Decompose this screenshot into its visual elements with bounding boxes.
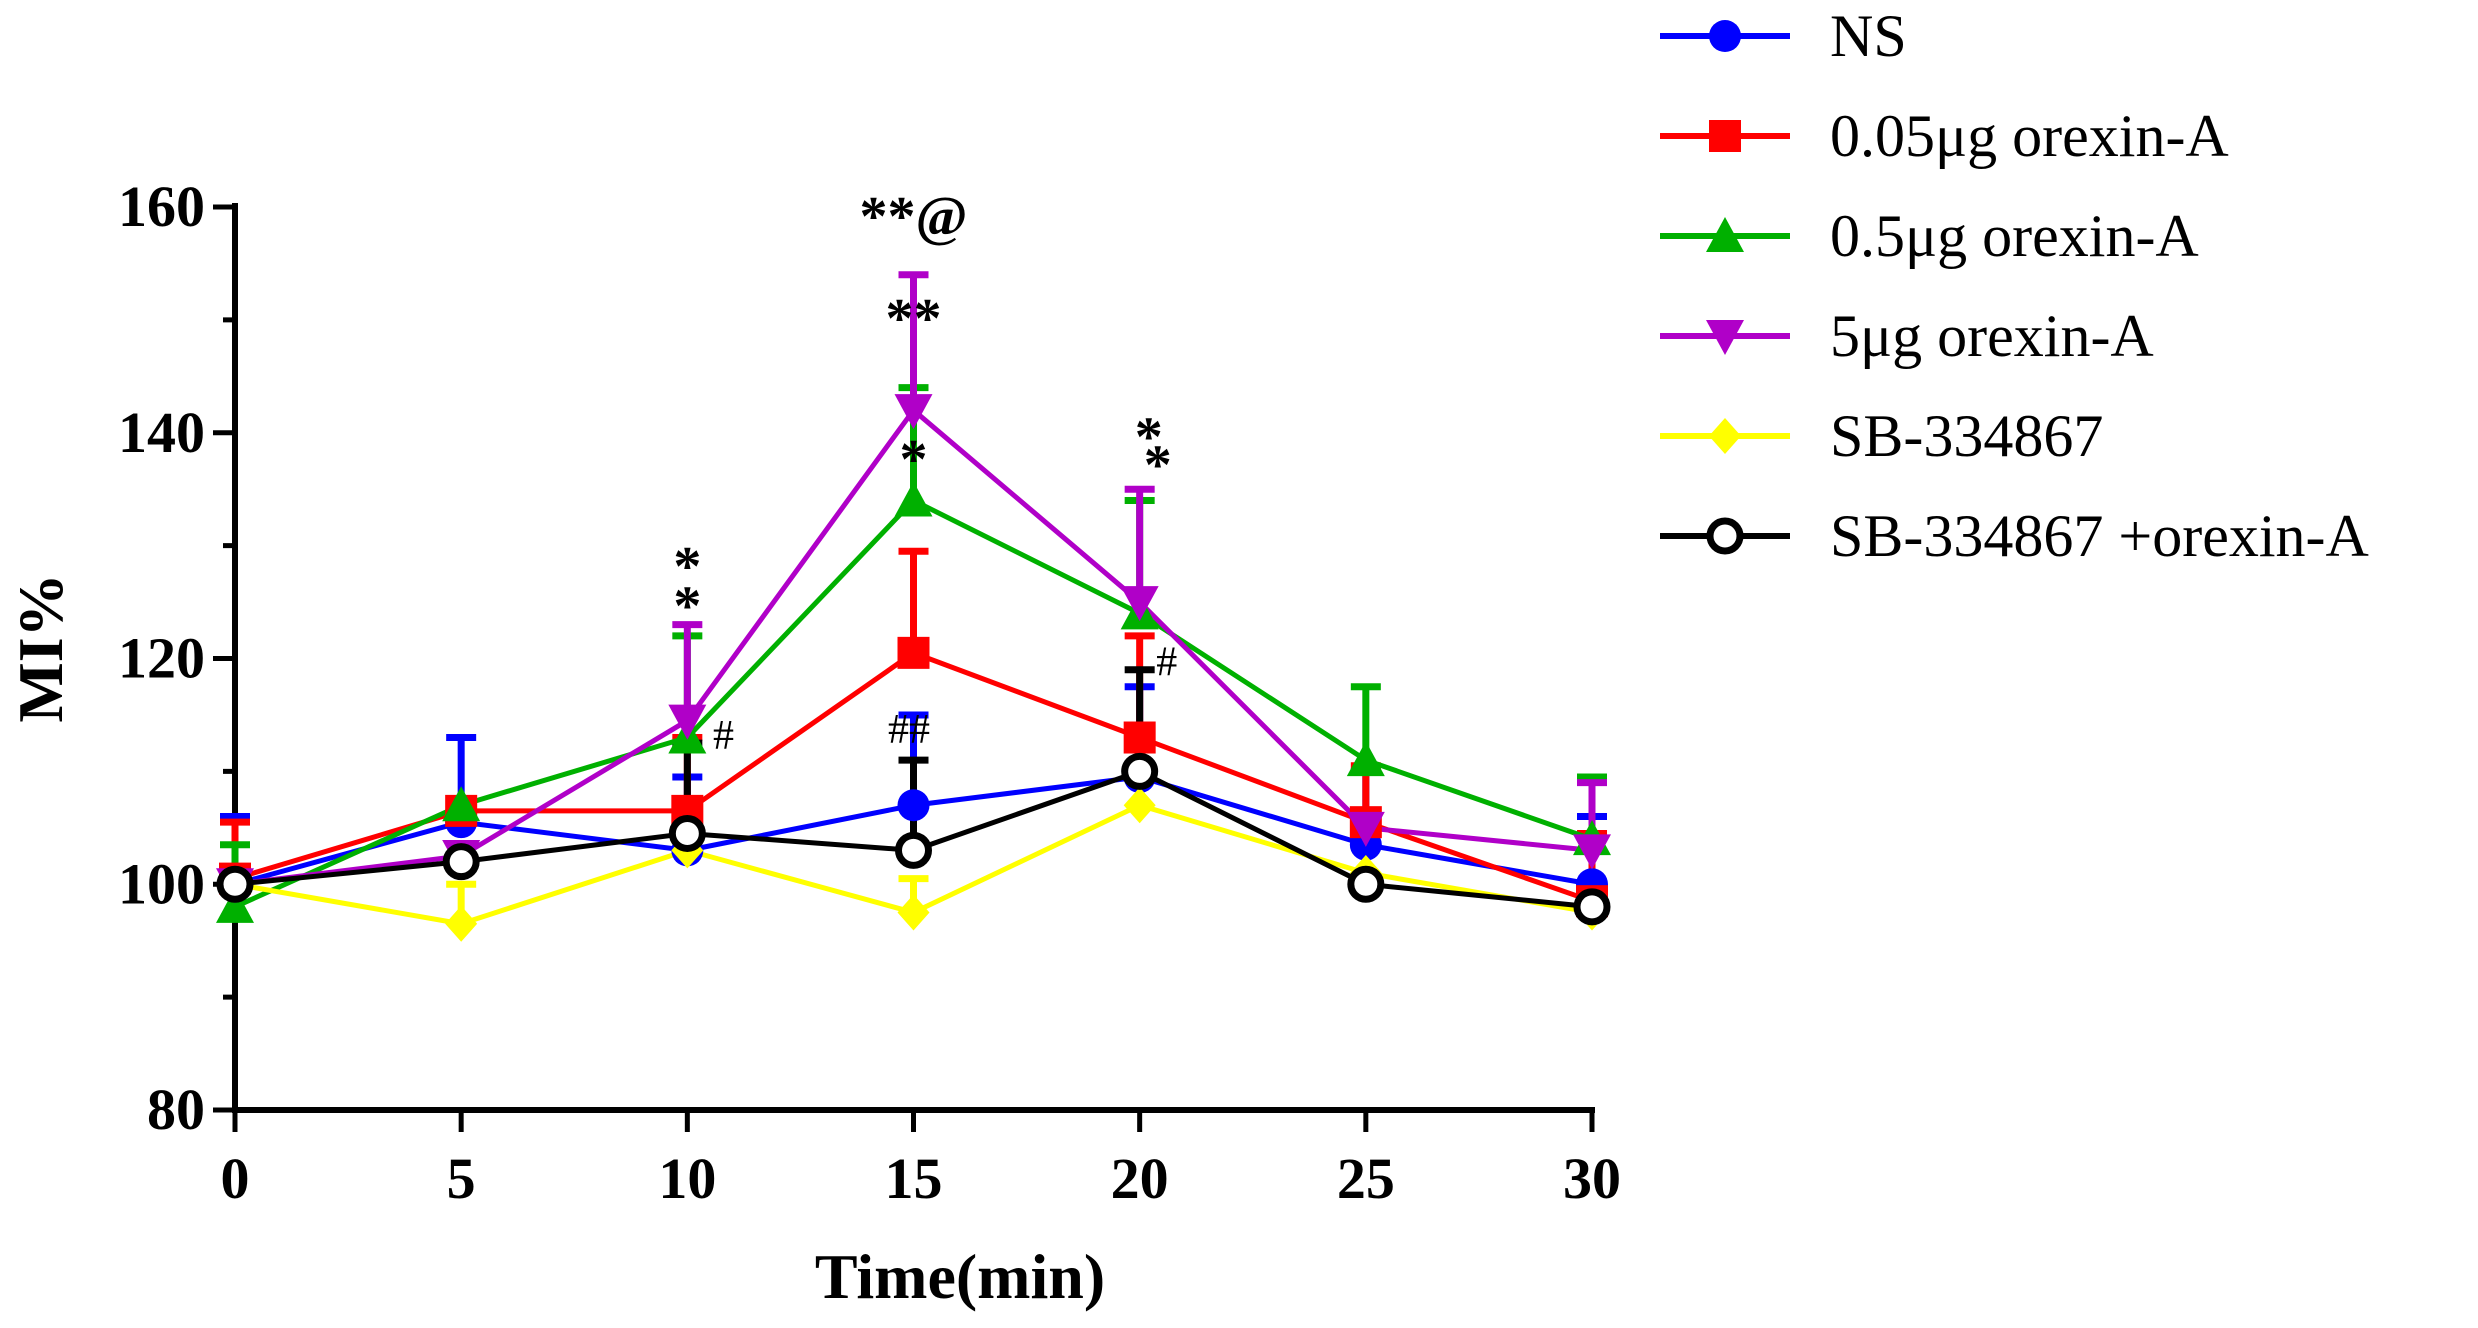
legend-label: 0.05μg orexin-A bbox=[1830, 103, 2229, 169]
y-tick-label: 160 bbox=[118, 174, 205, 239]
annotation-label: * bbox=[1135, 406, 1163, 468]
series-markers bbox=[216, 394, 1611, 942]
series-5-point bbox=[895, 831, 932, 869]
x-tick-label: 10 bbox=[658, 1146, 716, 1211]
y-tick-label: 140 bbox=[118, 400, 205, 465]
series-5-point bbox=[216, 865, 254, 903]
legend-label: SB-334867 bbox=[1830, 403, 2103, 469]
series-2-point bbox=[1346, 741, 1385, 777]
legend-label: 0.5μg orexin-A bbox=[1830, 203, 2199, 269]
legend-marker bbox=[1706, 517, 1744, 555]
series-4-point bbox=[1123, 787, 1156, 824]
x-axis-title: Time(min) bbox=[815, 1241, 1105, 1312]
significance-annotations: **#**@***##**# bbox=[673, 186, 1177, 759]
annotation-label: * bbox=[673, 576, 701, 638]
series-4-point bbox=[897, 894, 930, 931]
legend-marker bbox=[1706, 320, 1744, 355]
series-1-point bbox=[1123, 721, 1156, 754]
series-5-point bbox=[1573, 888, 1611, 926]
annotation-label: * bbox=[673, 536, 701, 598]
series-4-point bbox=[445, 905, 478, 942]
legend-marker bbox=[1709, 418, 1741, 454]
series-3-point bbox=[668, 704, 707, 740]
y-tick-label: 120 bbox=[118, 626, 205, 691]
annotation-label: * bbox=[900, 429, 928, 491]
legend-item: NS bbox=[1660, 3, 1907, 69]
series-2-point bbox=[216, 887, 254, 923]
x-tick-label: 20 bbox=[1111, 1146, 1169, 1211]
annotation-label: # bbox=[1156, 639, 1177, 685]
legend-label: 5μg orexin-A bbox=[1830, 303, 2154, 369]
y-tick-label: 80 bbox=[147, 1077, 205, 1142]
x-tick-label: 15 bbox=[885, 1146, 943, 1211]
y-axis-title: MI% bbox=[5, 573, 76, 722]
legend-item: 0.05μg orexin-A bbox=[1660, 103, 2229, 169]
x-tick-label: 0 bbox=[221, 1146, 250, 1211]
series-0-point bbox=[897, 789, 930, 822]
series-2-point bbox=[442, 786, 481, 822]
series-3-point bbox=[1573, 834, 1611, 870]
legend-marker bbox=[1709, 20, 1741, 52]
annotation-label: # bbox=[713, 713, 734, 759]
series-3-point bbox=[1120, 586, 1159, 622]
legend-marker bbox=[1706, 217, 1744, 252]
legend-item: SB-334867 +orexin-A bbox=[1660, 503, 2369, 569]
legend-item: 0.5μg orexin-A bbox=[1660, 203, 2199, 269]
series-3-point bbox=[1346, 811, 1385, 847]
series-5-point bbox=[1347, 865, 1385, 903]
annotation-label: ** bbox=[886, 288, 942, 350]
annotation-label: **@ bbox=[859, 186, 967, 248]
legend-label: SB-334867 +orexin-A bbox=[1830, 503, 2369, 569]
legend-label: NS bbox=[1830, 3, 1907, 69]
x-tick-label: 5 bbox=[447, 1146, 476, 1211]
annotation-label: * bbox=[1144, 435, 1172, 497]
legend-item: 5μg orexin-A bbox=[1660, 303, 2154, 369]
x-tick-label: 30 bbox=[1563, 1146, 1621, 1211]
error-bars bbox=[220, 271, 1607, 924]
x-tick-label: 25 bbox=[1337, 1146, 1395, 1211]
legend-marker bbox=[1709, 120, 1741, 152]
series-5-point bbox=[668, 814, 706, 852]
legend: NS 0.05μg orexin-A 0.5μg orexin-A 5μg orexi… bbox=[1660, 3, 2369, 569]
y-tick-label: 100 bbox=[118, 851, 205, 916]
series-5-point bbox=[442, 843, 480, 881]
series-1-point bbox=[897, 636, 930, 669]
axes: 80 100 120 140 160 0 5 10 15 20 25 30 bbox=[118, 174, 1621, 1211]
annotation-label: ## bbox=[888, 707, 930, 753]
series-5-point bbox=[1121, 752, 1159, 790]
series-2-point bbox=[894, 481, 933, 517]
series-3-point bbox=[894, 394, 933, 430]
legend-item: SB-334867 bbox=[1660, 403, 2103, 469]
